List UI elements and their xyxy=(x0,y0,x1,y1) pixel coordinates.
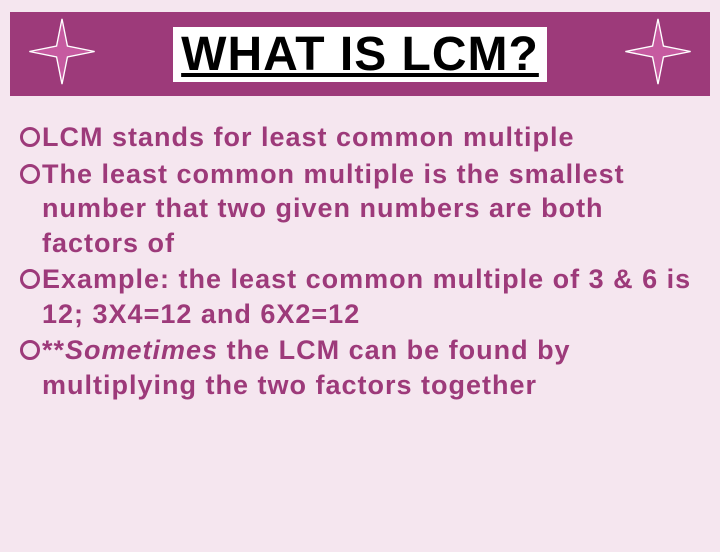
list-item: Example: the least common multiple of 3 … xyxy=(18,262,702,331)
bullet-icon xyxy=(20,127,40,147)
bullet-text: The least common multiple is the smalles… xyxy=(42,157,702,261)
list-item: **Sometimes the LCM can be found by mult… xyxy=(18,333,702,402)
bullet-icon xyxy=(20,164,40,184)
bullet-icon xyxy=(20,269,40,289)
list-item: LCM stands for least common multiple xyxy=(18,120,702,155)
bullet-icon xyxy=(20,340,40,360)
header-bar: WHAT IS LCM? xyxy=(10,12,710,96)
bullet-list: LCM stands for least common multiple The… xyxy=(0,96,720,402)
bullet-text: **Sometimes the LCM can be found by mult… xyxy=(42,333,702,402)
slide-title: WHAT IS LCM? xyxy=(173,27,547,82)
bullet-prefix: ** xyxy=(42,335,65,365)
list-item: The least common multiple is the smalles… xyxy=(18,157,702,261)
star-icon xyxy=(28,18,96,91)
bullet-italic: Sometimes xyxy=(65,335,218,365)
star-icon xyxy=(624,18,692,91)
bullet-text: Example: the least common multiple of 3 … xyxy=(42,262,702,331)
bullet-text: LCM stands for least common multiple xyxy=(42,120,575,155)
